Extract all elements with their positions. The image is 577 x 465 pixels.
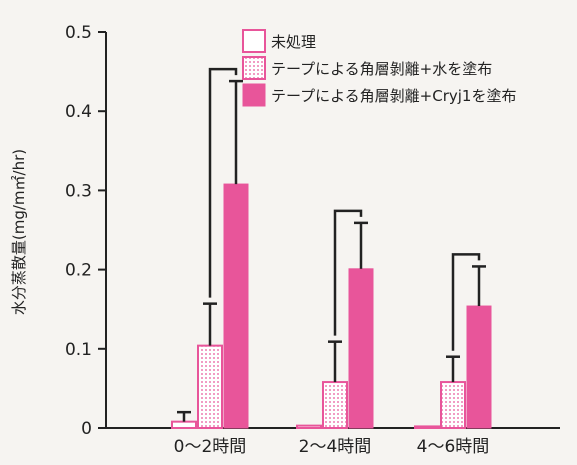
bar (296, 424, 322, 429)
bar (466, 305, 492, 429)
y-tick-label: 0 (81, 419, 92, 439)
y-tick-label: 0.4 (65, 102, 92, 122)
significance-brackets (208, 67, 481, 351)
x-tick-label: 2〜4時間 (299, 437, 372, 457)
legend-swatch (242, 56, 266, 80)
significance-bracket (333, 209, 363, 336)
bar (197, 344, 223, 429)
y-tick-label: 0.3 (65, 181, 92, 201)
bar (414, 425, 440, 429)
y-tick-label: 0.2 (65, 261, 92, 281)
bar (348, 268, 374, 429)
bar (440, 381, 466, 429)
significance-bracket (451, 253, 481, 351)
legend-label: テープによる角層剝離+水を塗布 (271, 60, 492, 78)
error-bars (177, 79, 486, 422)
legend-label: 未処理 (271, 33, 316, 51)
legend-swatch (242, 83, 266, 107)
y-tick-label: 0.5 (65, 23, 92, 43)
legend-swatch (242, 29, 266, 53)
legend-label: テープによる角層剝離+Cryj1を塗布 (271, 87, 516, 105)
significance-bracket (208, 67, 238, 298)
bars (171, 183, 492, 430)
x-tick-label: 0〜2時間 (174, 437, 247, 457)
x-tick-label: 4〜6時間 (417, 437, 490, 457)
y-axis-label: 水分蒸散量(mg/m㎡/hr) (10, 149, 28, 315)
bar (322, 381, 348, 429)
bar (223, 183, 249, 429)
bar (171, 420, 197, 430)
y-tick-label: 0.1 (65, 340, 92, 360)
axes: 0 0.1 0.2 0.3 0.4 0.5 0〜2時間 2〜4時間 4〜6時間 (65, 23, 560, 457)
